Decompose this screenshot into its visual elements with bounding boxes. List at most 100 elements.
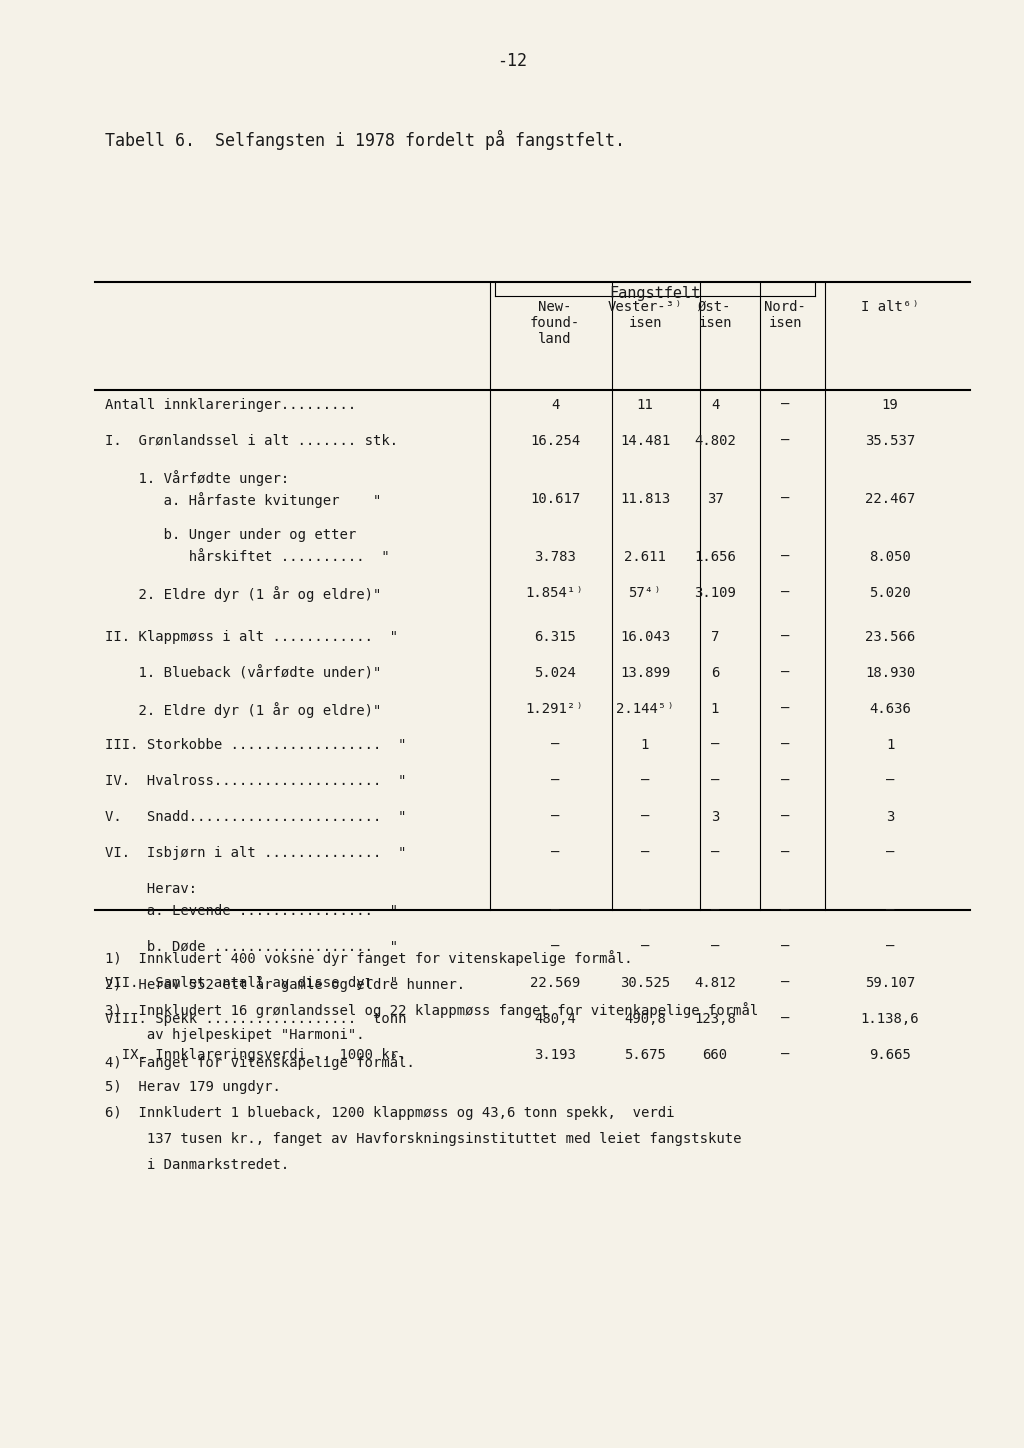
Text: 37: 37 bbox=[707, 492, 723, 505]
Text: 137 tusen kr., fanget av Havforskningsinstituttet med leiet fangstskute: 137 tusen kr., fanget av Havforskningsin… bbox=[105, 1132, 741, 1145]
Text: –: – bbox=[781, 702, 790, 715]
Text: 4: 4 bbox=[551, 398, 559, 413]
Text: 3.783: 3.783 bbox=[535, 550, 575, 565]
Text: 123,8: 123,8 bbox=[694, 1012, 736, 1027]
Text: 2.611: 2.611 bbox=[624, 550, 666, 565]
Text: –: – bbox=[781, 976, 790, 990]
Text: –: – bbox=[551, 775, 559, 788]
Text: –: – bbox=[711, 738, 719, 752]
Text: 22.569: 22.569 bbox=[529, 976, 581, 990]
Text: –: – bbox=[641, 809, 649, 824]
Text: 1.656: 1.656 bbox=[694, 550, 736, 565]
Text: 4.812: 4.812 bbox=[694, 976, 736, 990]
Text: I alt⁶⁾: I alt⁶⁾ bbox=[861, 300, 920, 314]
Text: 30.525: 30.525 bbox=[620, 976, 670, 990]
Text: 1: 1 bbox=[641, 738, 649, 752]
Text: b. Døde ...................  ": b. Døde ................... " bbox=[105, 940, 398, 954]
Text: –: – bbox=[711, 846, 719, 860]
Text: VIII. Spekk ..................  tonn: VIII. Spekk .................. tonn bbox=[105, 1012, 407, 1027]
Text: –: – bbox=[781, 846, 790, 860]
Text: Fangstfelt: Fangstfelt bbox=[609, 287, 700, 301]
Text: 16.254: 16.254 bbox=[529, 434, 581, 447]
Text: 57⁴⁾: 57⁴⁾ bbox=[629, 586, 662, 599]
Text: –: – bbox=[886, 775, 894, 788]
Text: IV.  Hvalross....................  ": IV. Hvalross.................... " bbox=[105, 775, 407, 788]
Text: –: – bbox=[711, 904, 719, 918]
Text: 14.481: 14.481 bbox=[620, 434, 670, 447]
Text: VII.  Samlet antall av disse dyr  ": VII. Samlet antall av disse dyr " bbox=[105, 976, 398, 990]
Text: –: – bbox=[781, 492, 790, 505]
Text: 16.043: 16.043 bbox=[620, 630, 670, 644]
Text: a. Levende ................  ": a. Levende ................ " bbox=[105, 904, 398, 918]
Text: 23.566: 23.566 bbox=[865, 630, 915, 644]
Text: 1: 1 bbox=[711, 702, 719, 715]
Text: 1. Vårfødte unger:: 1. Vårfødte unger: bbox=[105, 471, 289, 487]
Text: Tabell 6.  Selfangsten i 1978 fordelt på fangstfelt.: Tabell 6. Selfangsten i 1978 fordelt på … bbox=[105, 130, 625, 151]
Text: 8.050: 8.050 bbox=[869, 550, 911, 565]
Text: Herav:: Herav: bbox=[105, 882, 198, 896]
Text: –: – bbox=[711, 775, 719, 788]
Text: b. Unger under og etter: b. Unger under og etter bbox=[105, 529, 356, 542]
Text: 5.024: 5.024 bbox=[535, 666, 575, 681]
Text: New-
found-
land: New- found- land bbox=[529, 300, 581, 346]
Text: 1)  Innkludert 400 voksne dyr fanget for vitenskapelige formål.: 1) Innkludert 400 voksne dyr fanget for … bbox=[105, 950, 633, 966]
Text: –: – bbox=[781, 434, 790, 447]
Text: 1.291²⁾: 1.291²⁾ bbox=[525, 702, 585, 715]
Text: 59.107: 59.107 bbox=[865, 976, 915, 990]
Text: VI.  Isbjørn i alt ..............  ": VI. Isbjørn i alt .............. " bbox=[105, 846, 407, 860]
Text: 9.665: 9.665 bbox=[869, 1048, 911, 1061]
Text: Vester-³⁾
isen: Vester-³⁾ isen bbox=[607, 300, 683, 330]
Text: –: – bbox=[781, 630, 790, 644]
Text: –: – bbox=[641, 940, 649, 954]
Text: –: – bbox=[551, 904, 559, 918]
Text: Antall innklareringer.........: Antall innklareringer......... bbox=[105, 398, 356, 413]
Text: 2. Eldre dyr (1 år og eldre)": 2. Eldre dyr (1 år og eldre)" bbox=[105, 586, 381, 602]
Text: 1. Blueback (vårfødte under)": 1. Blueback (vårfødte under)" bbox=[105, 666, 381, 681]
Text: –: – bbox=[781, 550, 790, 565]
Text: –: – bbox=[886, 904, 894, 918]
Text: –: – bbox=[551, 738, 559, 752]
Text: 6: 6 bbox=[711, 666, 719, 681]
Text: II. Klappmøss i alt ............  ": II. Klappmøss i alt ............ " bbox=[105, 630, 398, 644]
Text: –: – bbox=[886, 940, 894, 954]
Text: 480,4: 480,4 bbox=[535, 1012, 575, 1027]
Text: 7: 7 bbox=[711, 630, 719, 644]
Text: –: – bbox=[781, 1012, 790, 1027]
Text: –: – bbox=[641, 775, 649, 788]
Text: V.   Snadd.......................  ": V. Snadd....................... " bbox=[105, 809, 407, 824]
Text: 3.109: 3.109 bbox=[694, 586, 736, 599]
Text: 3: 3 bbox=[886, 809, 894, 824]
Text: 660: 660 bbox=[702, 1048, 728, 1061]
Text: –: – bbox=[781, 940, 790, 954]
Text: 22.467: 22.467 bbox=[865, 492, 915, 505]
Text: –: – bbox=[781, 666, 790, 681]
Text: –: – bbox=[781, 586, 790, 599]
Text: 4.636: 4.636 bbox=[869, 702, 911, 715]
Text: 2)  Herav 552 ett år gamle og eldre hunner.: 2) Herav 552 ett år gamle og eldre hunne… bbox=[105, 976, 465, 992]
Text: 13.899: 13.899 bbox=[620, 666, 670, 681]
Text: IX. Innklareringsverdi .. 1000 kr.: IX. Innklareringsverdi .. 1000 kr. bbox=[105, 1048, 407, 1061]
Text: Nord-
isen: Nord- isen bbox=[764, 300, 806, 330]
Text: 1.138,6: 1.138,6 bbox=[861, 1012, 920, 1027]
Text: –: – bbox=[781, 738, 790, 752]
Text: –: – bbox=[641, 846, 649, 860]
Text: –: – bbox=[551, 809, 559, 824]
Text: 1: 1 bbox=[886, 738, 894, 752]
Text: –: – bbox=[781, 775, 790, 788]
Text: –: – bbox=[781, 904, 790, 918]
Text: 11: 11 bbox=[637, 398, 653, 413]
Text: 3: 3 bbox=[711, 809, 719, 824]
Text: 490,8: 490,8 bbox=[624, 1012, 666, 1027]
Text: a. Hårfaste kvitunger    ": a. Hårfaste kvitunger " bbox=[105, 492, 381, 508]
Text: –: – bbox=[551, 846, 559, 860]
Text: 4: 4 bbox=[711, 398, 719, 413]
Text: 1.854¹⁾: 1.854¹⁾ bbox=[525, 586, 585, 599]
Text: 5.675: 5.675 bbox=[624, 1048, 666, 1061]
Text: 2. Eldre dyr (1 år og eldre)": 2. Eldre dyr (1 år og eldre)" bbox=[105, 702, 381, 718]
Text: 5)  Herav 179 ungdyr.: 5) Herav 179 ungdyr. bbox=[105, 1080, 281, 1095]
Text: 4.802: 4.802 bbox=[694, 434, 736, 447]
Text: –: – bbox=[781, 809, 790, 824]
Text: –: – bbox=[781, 398, 790, 413]
Text: III. Storkobbe ..................  ": III. Storkobbe .................. " bbox=[105, 738, 407, 752]
Text: 4)  Fanget for vitenskapelige formål.: 4) Fanget for vitenskapelige formål. bbox=[105, 1054, 415, 1070]
